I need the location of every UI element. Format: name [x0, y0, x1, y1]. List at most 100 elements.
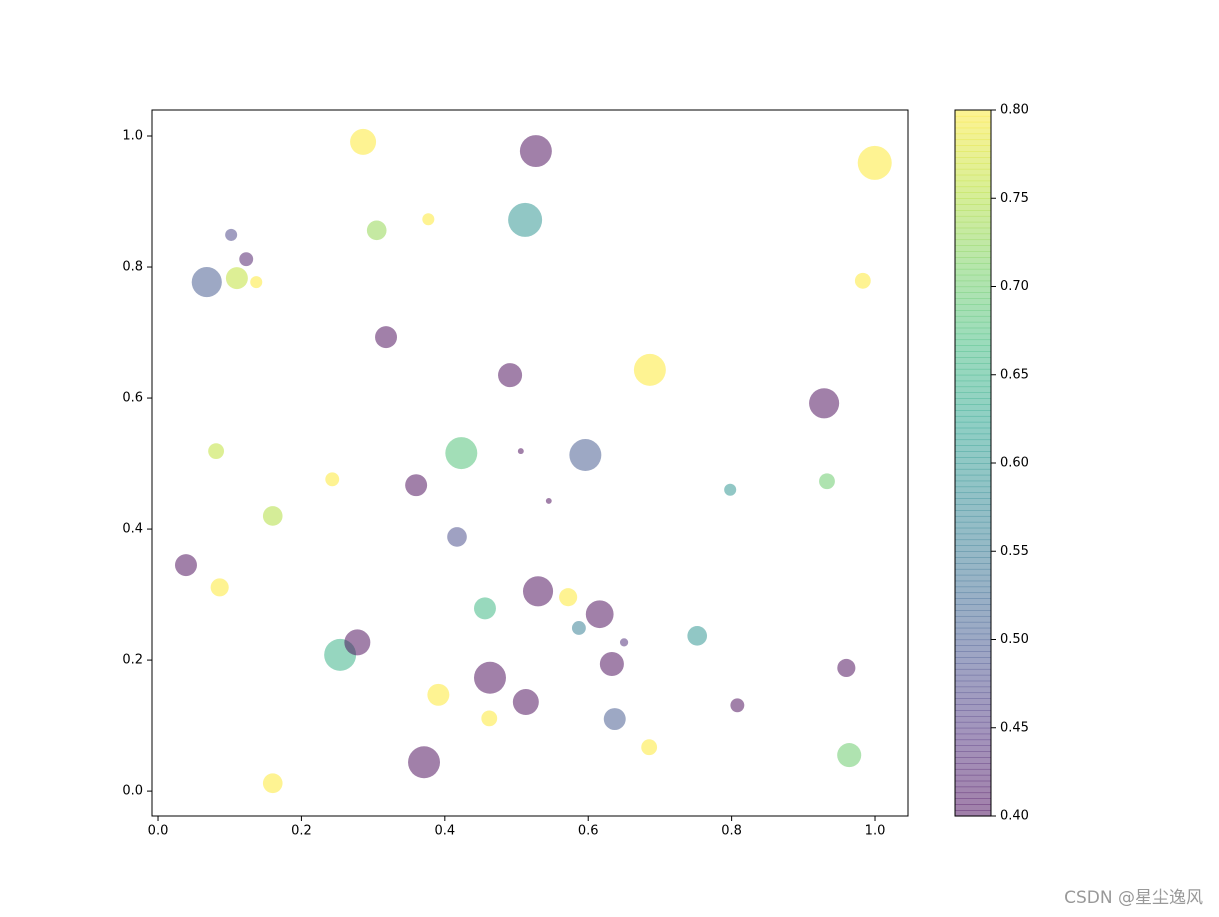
colorbar-strip	[955, 798, 991, 805]
colorbar-strip	[955, 586, 991, 594]
colorbar-strip	[955, 439, 991, 446]
colorbar-strip	[955, 574, 991, 582]
colorbar-strip	[955, 233, 991, 241]
colorbar-strip	[955, 262, 991, 270]
colorbar-strip	[955, 557, 991, 564]
colorbar-strip	[955, 404, 991, 411]
colorbar-strip	[955, 374, 991, 382]
colorbar-strip	[955, 651, 991, 658]
bubble	[427, 683, 450, 706]
colorbar-strip	[955, 721, 991, 729]
colorbar-strip	[955, 704, 991, 711]
colorbar-strip	[955, 680, 991, 688]
colorbar-strip	[955, 804, 991, 811]
colorbar-strip	[955, 174, 991, 182]
colorbar-strip	[955, 145, 991, 152]
bubble	[473, 597, 496, 620]
x-tick-label: 0.6	[578, 824, 599, 839]
colorbar-strip	[955, 280, 991, 288]
colorbar-strip	[955, 521, 991, 529]
bubble	[512, 689, 539, 716]
x-tick-label: 0.4	[434, 824, 455, 839]
colorbar-strip	[955, 421, 991, 429]
colorbar-strip	[955, 445, 991, 452]
colorbar-strip	[955, 398, 991, 405]
y-tick-label: 1.0	[122, 129, 143, 144]
colorbar-strip	[955, 663, 991, 670]
bubble	[375, 326, 398, 349]
colorbar-tick-label: 0.80	[1000, 103, 1029, 118]
colorbar-strip	[955, 457, 991, 464]
bubble	[325, 472, 340, 487]
colorbar-strip	[955, 715, 991, 723]
bubble	[447, 527, 467, 547]
colorbar-strip	[955, 568, 991, 576]
colorbar-strip	[955, 292, 991, 299]
colorbar-strip	[955, 321, 991, 329]
bubble	[854, 272, 871, 289]
colorbar-strip	[955, 274, 991, 282]
bubble	[366, 220, 387, 241]
colorbar-strip	[955, 510, 991, 517]
colorbar-strip	[955, 780, 991, 788]
colorbar-strip	[955, 468, 991, 476]
colorbar-strip	[955, 215, 991, 223]
bubble	[730, 698, 745, 713]
colorbar-strip	[955, 692, 991, 699]
colorbar-strip	[955, 774, 991, 782]
colorbar-strip	[955, 674, 991, 682]
colorbar-strip	[955, 727, 991, 735]
colorbar-strip	[955, 133, 991, 141]
colorbar-strip	[955, 386, 991, 393]
colorbar-strip	[955, 545, 991, 552]
colorbar-strip	[955, 645, 991, 652]
colorbar-strip	[955, 751, 991, 758]
bubble	[262, 506, 283, 526]
colorbar-strip	[955, 110, 991, 117]
colorbar-strip	[955, 533, 991, 541]
bubble	[619, 638, 629, 647]
colorbar-strip	[955, 739, 991, 746]
bubble	[687, 626, 708, 646]
colorbar-strip	[955, 357, 991, 364]
colorbar-strip	[955, 592, 991, 599]
colorbar-strip	[955, 168, 991, 176]
colorbar-strip	[955, 604, 991, 611]
colorbar-strip	[955, 733, 991, 741]
bubble	[225, 228, 238, 241]
colorbar-strip	[955, 380, 991, 388]
colorbar-strip	[955, 668, 991, 676]
colorbar-strip	[955, 351, 991, 358]
colorbar-strip	[955, 551, 991, 558]
x-tick-label: 1.0	[865, 824, 886, 839]
colorbar-tick-label: 0.55	[1000, 544, 1029, 559]
colorbar-strip	[955, 339, 991, 346]
bubble	[599, 651, 624, 677]
colorbar-strip	[955, 139, 991, 146]
colorbar-strip	[955, 157, 991, 164]
colorbar-strip	[955, 580, 991, 588]
colorbar-strip	[955, 127, 991, 135]
colorbar-strip	[955, 368, 991, 376]
colorbar-strip	[955, 268, 991, 276]
colorbar-strip	[955, 480, 991, 488]
bubble	[857, 145, 892, 180]
y-tick-label: 0.0	[122, 784, 143, 799]
bubble	[641, 739, 658, 756]
colorbar-strip	[955, 451, 991, 458]
bubble	[585, 600, 614, 629]
bubble	[633, 353, 666, 386]
colorbar-strip	[955, 221, 991, 229]
colorbar-strip	[955, 768, 991, 776]
colorbar-tick-label: 0.60	[1000, 456, 1029, 471]
colorbar-strip	[955, 539, 991, 546]
colorbar-strip	[955, 686, 991, 694]
bubble	[571, 621, 586, 635]
y-tick-label: 0.2	[122, 653, 143, 668]
bubble	[522, 576, 554, 607]
colorbar-tick-label: 0.50	[1000, 632, 1029, 647]
y-tick-label: 0.4	[122, 522, 143, 537]
colorbar-strip	[955, 204, 991, 211]
